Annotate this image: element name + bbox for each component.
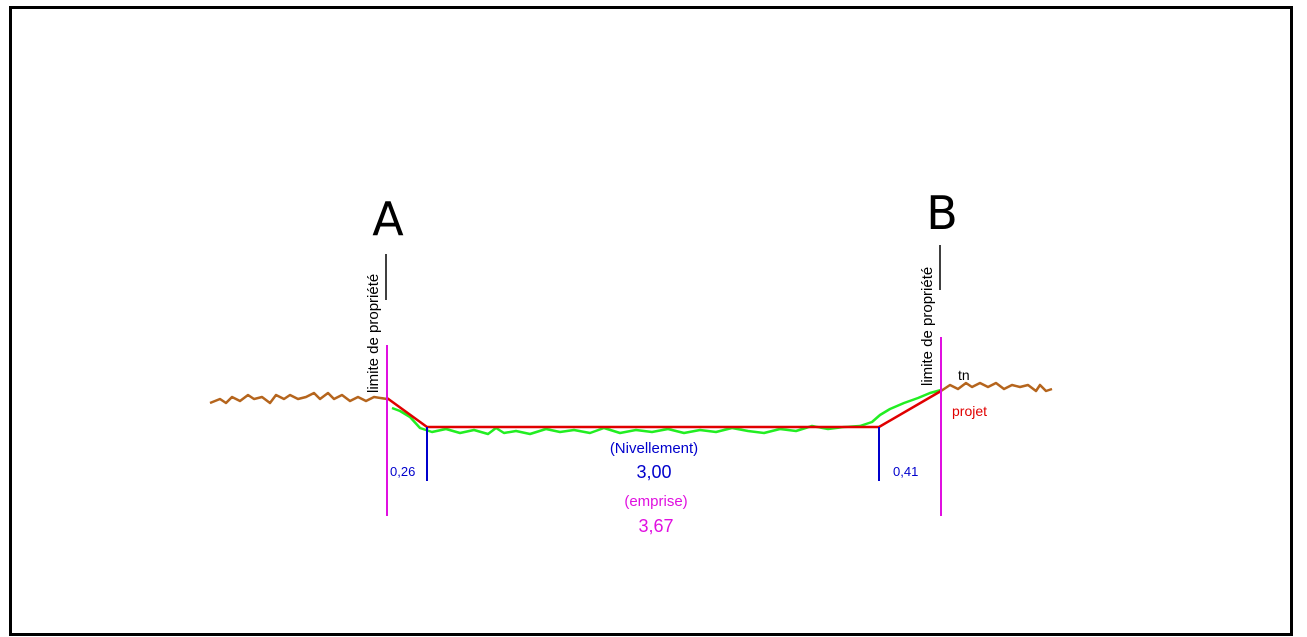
left-offset-value: 0,26 [390,464,415,479]
point-a-label: A [372,192,404,246]
emprise-value: 3,67 [638,516,673,536]
terrain-line-left [209,391,388,405]
nivellement-label: (Nivellement) [610,440,698,457]
limit-label-a: limite de propriété [365,274,382,393]
tn-label: tn [958,367,970,383]
nivellement-value: 3,00 [636,462,671,482]
drawing-frame [9,6,1293,636]
project-profile [386,389,942,429]
point-b-label: B [926,186,958,240]
limit-label-b: limite de propriété [919,267,936,386]
emprise-label: (emprise) [624,493,687,510]
projet-label: projet [952,403,987,419]
terrain-line-right [940,381,1053,393]
right-offset-value: 0,41 [893,464,918,479]
grass-line [391,388,942,436]
